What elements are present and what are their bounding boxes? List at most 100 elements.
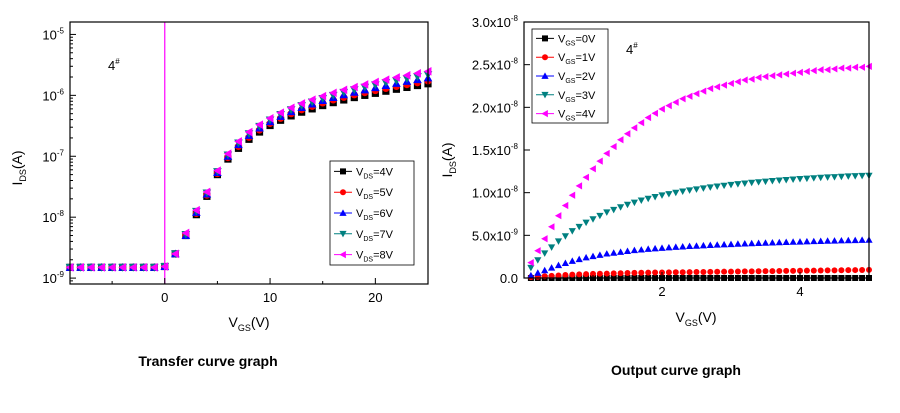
series-4 [527, 172, 873, 272]
data-point [782, 176, 790, 184]
data-point [686, 242, 694, 250]
data-point [541, 266, 549, 274]
data-point [727, 181, 735, 189]
data-point [803, 237, 811, 245]
data-point [762, 268, 769, 275]
data-point [810, 175, 818, 182]
y-tick-label: 10-5 [42, 26, 64, 42]
data-point [782, 238, 790, 246]
data-point [617, 204, 625, 211]
data-point [568, 257, 576, 264]
data-point [713, 83, 721, 91]
data-point [658, 192, 666, 199]
data-point [831, 267, 838, 274]
data-point [727, 79, 734, 88]
data-point [837, 236, 845, 244]
data-point [844, 236, 852, 244]
output-caption: Output curve graph [611, 362, 741, 378]
legend-marker [541, 91, 549, 99]
legend-label: VDS=8V [356, 250, 394, 264]
data-point [582, 219, 590, 227]
data-point [686, 269, 693, 276]
x-tick-label: 20 [368, 290, 382, 305]
data-point [769, 268, 776, 275]
data-point [734, 268, 741, 275]
data-point [644, 195, 652, 203]
data-point [624, 270, 631, 277]
legend-marker [340, 189, 346, 196]
legend-marker [541, 110, 548, 118]
data-point [858, 172, 866, 180]
data-point [693, 269, 700, 276]
data-point [610, 270, 617, 277]
legend-label: VDS=6V [356, 208, 394, 222]
data-point [665, 243, 673, 251]
data-point [569, 271, 576, 278]
data-point [824, 267, 831, 274]
data-point [858, 236, 866, 243]
data-point [548, 264, 556, 271]
series-3 [527, 236, 873, 279]
y-tick-label: 5.0x10-9 [472, 227, 519, 243]
data-point [776, 268, 783, 275]
data-point [554, 261, 563, 269]
sample-annotation: 4# [108, 57, 120, 73]
data-point [713, 183, 721, 191]
data-point [817, 66, 824, 74]
data-point [596, 157, 603, 165]
data-point [748, 75, 755, 83]
data-point [721, 268, 728, 275]
data-point [534, 269, 542, 276]
data-point [360, 80, 369, 89]
data-point [596, 270, 603, 277]
data-point [554, 212, 562, 220]
data-point [803, 67, 810, 76]
data-point [665, 102, 672, 110]
data-point [97, 263, 106, 272]
y-tick-label: 1.0x10-8 [472, 185, 519, 201]
legend-marker [541, 72, 549, 79]
data-point [824, 66, 831, 74]
data-point [810, 237, 818, 245]
data-point [665, 191, 673, 198]
data-point [824, 174, 832, 181]
data-point [603, 149, 610, 158]
legend-marker [542, 54, 548, 61]
data-point [699, 87, 707, 95]
y-tick-label: 3.0x10-8 [472, 14, 519, 30]
x-axis-title: VGS(V) [228, 314, 269, 333]
data-point [86, 263, 95, 272]
data-point [790, 267, 797, 274]
data-point [803, 267, 810, 274]
x-axis-ticks: 0 10 20 [111, 278, 429, 305]
data-point [672, 269, 679, 276]
data-point [748, 268, 755, 275]
data-point [149, 263, 158, 272]
data-point [534, 247, 541, 255]
data-point [692, 242, 701, 249]
data-point [652, 269, 659, 276]
plot-frame [69, 21, 429, 285]
transfer-data-marks [65, 22, 433, 284]
data-point [651, 194, 659, 201]
data-point [561, 201, 569, 210]
data-point [679, 188, 687, 195]
data-point [797, 267, 803, 274]
data-point [852, 267, 859, 274]
data-point [830, 65, 838, 73]
data-point [761, 73, 769, 81]
x-axis-title: VGS(V) [675, 309, 716, 328]
data-point [548, 223, 555, 231]
data-point [734, 78, 741, 86]
data-point [851, 173, 859, 180]
data-point [610, 142, 617, 151]
data-point [575, 255, 583, 263]
data-point [789, 238, 797, 245]
data-point [859, 266, 866, 273]
data-point [617, 270, 624, 277]
y-tick-label: 2.5x10-8 [472, 57, 519, 73]
data-point [583, 271, 590, 278]
y-tick-label: 10-7 [42, 148, 64, 164]
data-point [686, 92, 693, 100]
data-point [541, 250, 549, 257]
